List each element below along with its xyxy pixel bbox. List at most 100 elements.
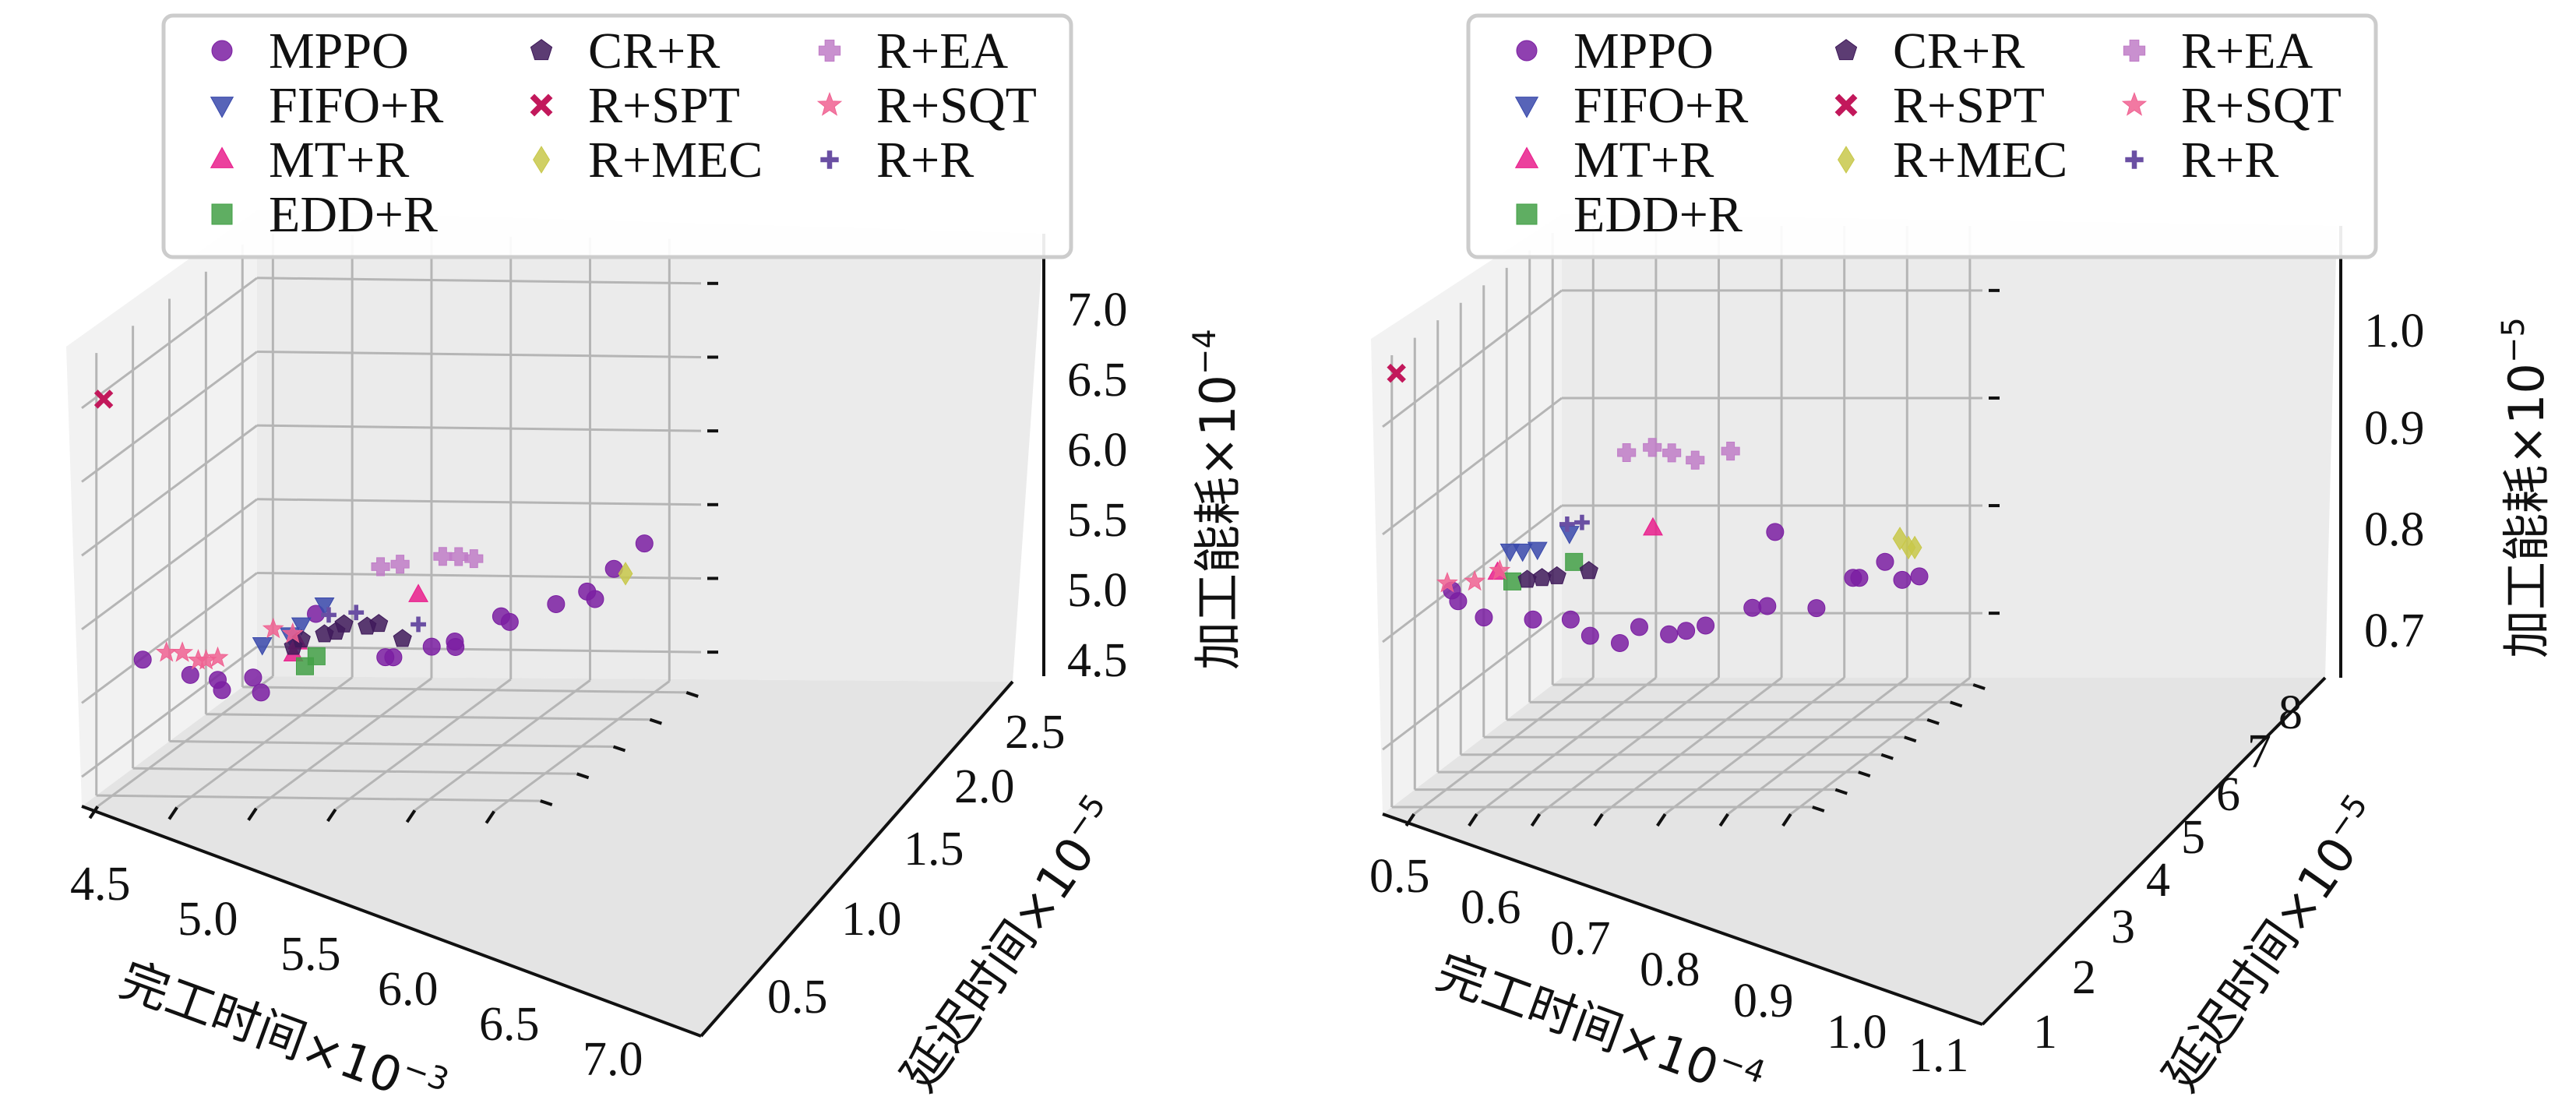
y-tick-mark — [1972, 683, 1986, 690]
x-tick-mark — [247, 807, 258, 821]
right-y-tick-label: 6 — [2216, 768, 2240, 821]
right-x-axis-line — [1382, 813, 1983, 1026]
right-pane-back-wall — [1562, 214, 2337, 678]
y-gridline — [206, 713, 650, 721]
point-mppo — [1561, 610, 1580, 629]
right-legend-label: R+SQT — [2181, 77, 2342, 134]
right-z-axis-label-text: 加工能耗×10 — [2498, 363, 2555, 658]
point-fifo-r — [1512, 543, 1533, 562]
right-y-tick-label: 4 — [2146, 854, 2170, 907]
right-tick-marks — [1404, 288, 2000, 827]
left-data-points — [93, 390, 654, 702]
point-cr-r — [1579, 561, 1598, 580]
point-fifo-r — [314, 597, 335, 616]
point-mppo — [1893, 570, 1912, 589]
point-r-mec — [1907, 535, 1922, 560]
x-tick-mark — [405, 809, 417, 823]
left-legend-label: FIFO+R — [269, 77, 443, 134]
point-mppo — [1449, 592, 1468, 611]
legend-marker-fifo-r — [1514, 97, 1539, 118]
right-legend: MPPO CR+R R+EA FIFO+R R+SPT R+SQT MT+R R… — [1466, 13, 2378, 259]
legend-marker-edd-r — [211, 203, 233, 225]
point-r-sqt — [206, 646, 229, 668]
point-mppo — [384, 648, 403, 667]
z-gridline — [81, 424, 258, 557]
point-r-r — [411, 616, 426, 633]
point-mppo — [422, 637, 441, 656]
left-z-axis-label-text: 加工能耗×10 — [1189, 375, 1246, 670]
right-legend-label: R+SPT — [1893, 77, 2045, 134]
left-z-tick-label: 5.0 — [1067, 564, 1128, 617]
point-r-sqt — [1489, 559, 1511, 580]
x-gridline — [1602, 676, 1782, 816]
z-gridline — [1382, 504, 1563, 643]
left-y-tick-label: 2.0 — [954, 760, 1015, 813]
right-z-axis-label: 加工能耗×10−5 — [2496, 317, 2555, 658]
right-legend-label: FIFO+R — [1573, 77, 1748, 134]
left-legend-label: R+R — [876, 132, 974, 189]
left-x-tick-label: 6.0 — [378, 963, 439, 1016]
right-legend-label: R+MEC — [1893, 132, 2067, 189]
point-r-ea — [1617, 442, 1637, 463]
point-mppo — [133, 650, 152, 669]
x-gridline — [1413, 676, 1595, 816]
right-y-axis-label-text: 延迟时间×10 — [2151, 827, 2367, 1101]
legend-marker-r-ea — [2123, 39, 2146, 62]
x-tick-mark — [1781, 813, 1792, 827]
point-r-r — [1574, 514, 1590, 531]
right-y-tick-label: 1 — [2033, 1006, 2057, 1059]
point-r-sqt — [1436, 571, 1458, 593]
legend-marker-r-r — [2125, 150, 2144, 169]
point-r-ea — [433, 547, 453, 566]
left-grid — [81, 234, 702, 813]
legend-marker-fifo-r — [210, 97, 234, 118]
x-tick-mark — [88, 806, 100, 820]
right-y-tick-label: 8 — [2278, 686, 2303, 739]
point-r-r — [321, 607, 337, 623]
left-legend-label: CR+R — [588, 23, 720, 79]
y-tick-mark — [1858, 770, 1871, 778]
left-y-tick-label: 1.5 — [904, 823, 964, 876]
y-tick-mark — [1880, 753, 1894, 760]
point-cr-r — [369, 614, 389, 633]
point-r-ea — [390, 555, 410, 574]
left-x-tick-label: 6.5 — [479, 998, 540, 1051]
right-legend-markers — [1514, 39, 2148, 225]
legend-marker-r-r — [820, 150, 839, 169]
point-r-sqt — [262, 617, 284, 639]
left-y-tick-label: 2.5 — [1005, 706, 1066, 759]
point-r-spt — [1387, 363, 1406, 383]
left-x-tick-label: 5.5 — [280, 928, 341, 981]
point-fifo-r — [1499, 543, 1521, 562]
right-x-tick-label: 1.0 — [1827, 1006, 1887, 1059]
point-r-r — [1559, 516, 1575, 532]
legend-marker-mt-r — [1514, 146, 1539, 168]
point-cr-r — [393, 629, 412, 647]
point-cr-r — [334, 614, 354, 633]
point-mppo — [500, 612, 519, 631]
point-mppo — [181, 665, 199, 684]
y-gridline — [96, 794, 541, 802]
y-tick-mark — [1926, 717, 1940, 725]
point-r-ea — [1662, 443, 1682, 463]
z-gridline — [1382, 612, 1563, 751]
right-legend-label: MPPO — [1573, 23, 1714, 79]
right-z-axis-label-exp: −5 — [2496, 317, 2532, 363]
x-tick-mark — [1718, 813, 1729, 827]
point-mppo — [1580, 626, 1599, 645]
point-mppo — [635, 534, 654, 553]
point-r-sqt — [281, 622, 304, 643]
point-mppo — [1524, 610, 1542, 629]
point-r-r — [348, 605, 365, 621]
point-fifo-r — [1527, 541, 1548, 561]
y-tick-mark — [1950, 700, 1963, 708]
x-tick-mark — [1593, 813, 1604, 827]
z-gridline — [256, 277, 702, 285]
right-x-tick-label: 1.1 — [1908, 1029, 1969, 1082]
right-y-tick-label: 2 — [2072, 951, 2096, 1004]
right-y-tick-label: 3 — [2111, 901, 2135, 954]
x-tick-mark — [1468, 813, 1478, 827]
point-r-ea — [1643, 438, 1662, 457]
left-legend: MPPO CR+R R+EA FIFO+R R+SPT R+SQT MT+R R… — [161, 13, 1073, 259]
left-legend-label: MPPO — [269, 23, 409, 79]
